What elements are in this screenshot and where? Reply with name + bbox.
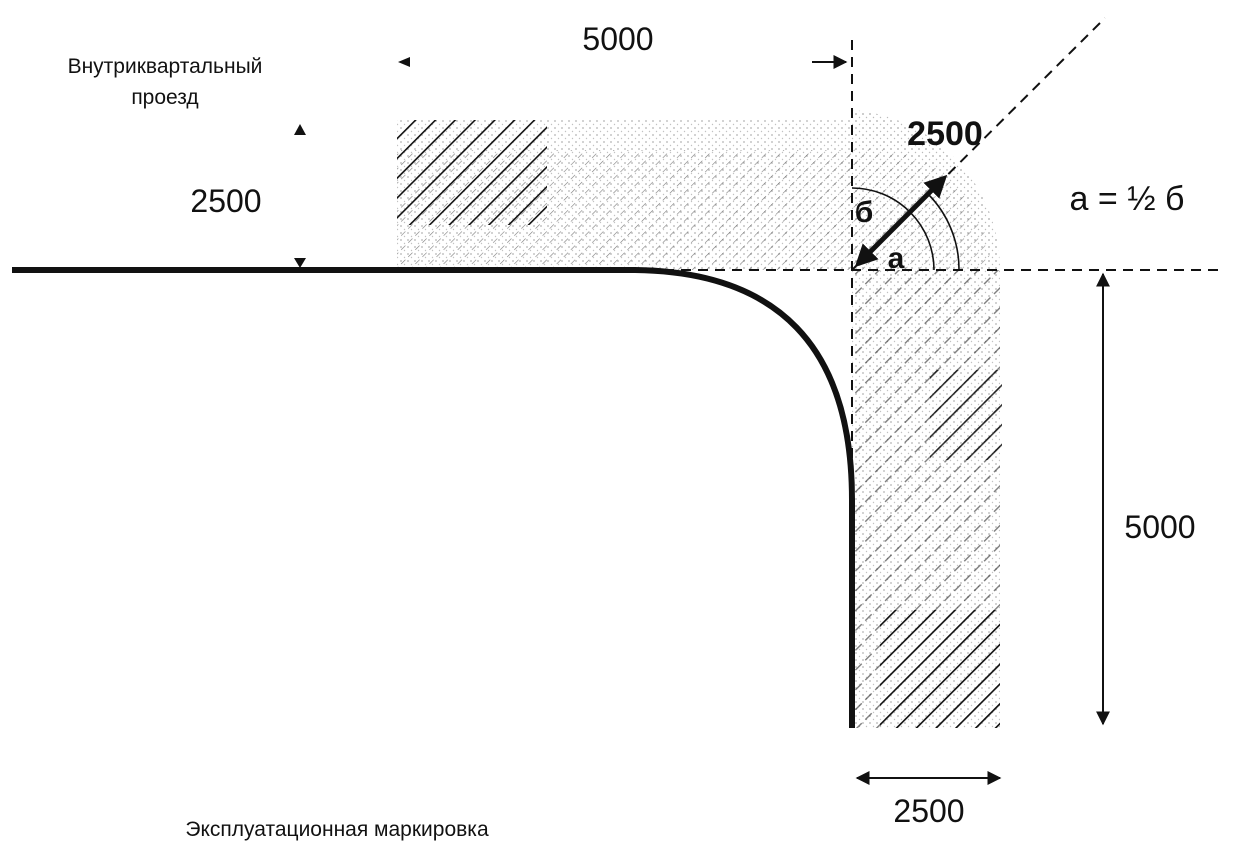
bottom-dimension-label: 2500 <box>893 793 964 829</box>
top-dimension-label: 5000 <box>582 21 653 57</box>
bottom-right-solid-hatch <box>880 610 1000 728</box>
top-dimension-left-arrowhead <box>398 57 410 67</box>
angle-b-label: б <box>855 196 874 229</box>
diagonal-dimension-arrow <box>854 174 948 268</box>
left-dimension-down-arrowhead <box>294 258 306 268</box>
right-mid-solid-hatch <box>930 370 1002 460</box>
left-dimension-label: 2500 <box>190 183 261 219</box>
left-dimension <box>294 124 306 268</box>
marking-zone <box>397 110 1002 728</box>
curb-line <box>12 267 855 728</box>
angle-formula-label: a = ½ б <box>1070 180 1185 218</box>
right-dimension-label: 5000 <box>1124 509 1195 545</box>
inner-drive-label-line2: проезд <box>131 86 198 109</box>
inner-drive-label-line1: Внутриквартальный <box>68 55 263 78</box>
top-left-solid-hatch <box>397 120 547 225</box>
left-dimension-up-arrowhead <box>294 124 306 135</box>
angle-a-label: a <box>888 242 905 275</box>
diagonal-dimension-label: 2500 <box>907 115 983 153</box>
top-dimension <box>398 55 848 69</box>
operational-marking-label: Эксплуатационная маркировка <box>185 818 489 841</box>
